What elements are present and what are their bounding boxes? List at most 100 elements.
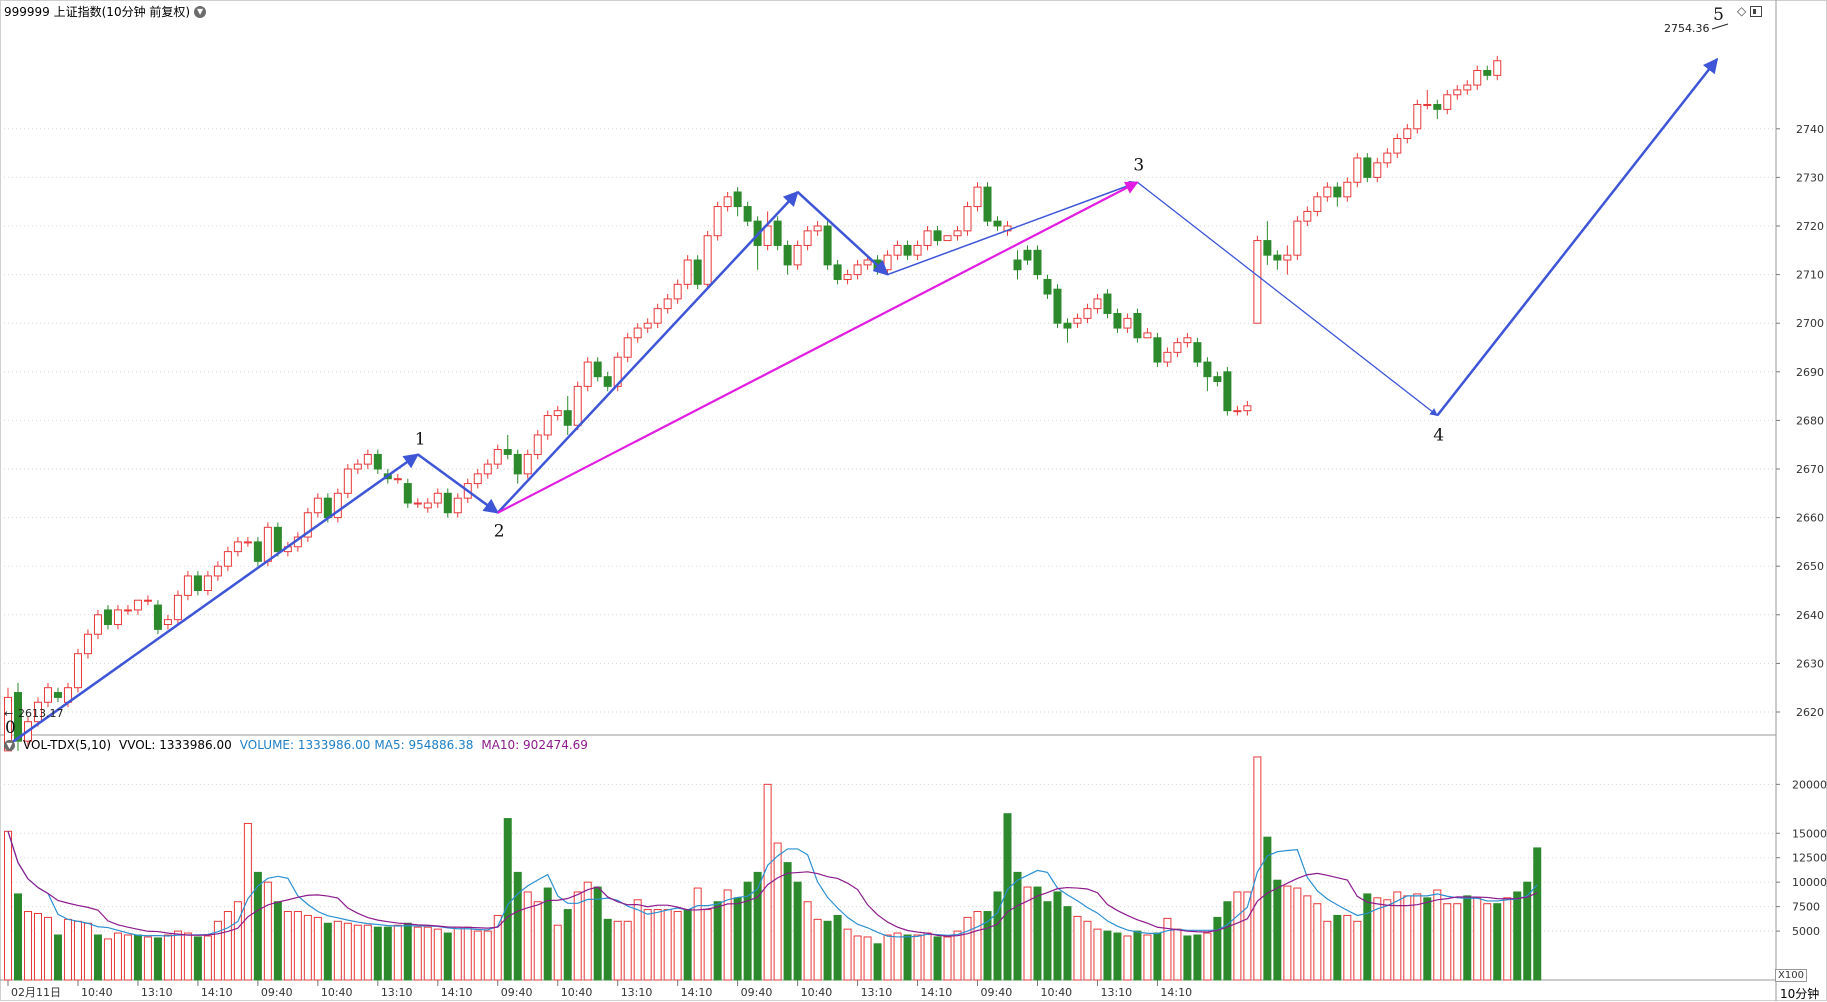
candle-down [1213,376,1222,383]
candle-up [483,463,492,475]
candle-up [33,701,42,723]
candle-up [1473,69,1482,86]
candle-up [123,609,132,612]
volume-bar-up [913,934,922,981]
volume-bar-down [733,897,742,981]
candle-up [433,492,442,504]
diamond-icon[interactable]: ◇ [1737,4,1747,18]
volume-bar-down [1523,881,1532,981]
volume-bar-up [43,916,52,981]
volume-bar-down [1533,847,1542,981]
volume-bar-down [273,901,282,981]
wave-line-b-3 [887,180,1139,276]
volume-bar-down [443,932,452,981]
volume-bar-up [853,935,862,981]
volume-bar-down [543,887,552,981]
volume-bar-up [1173,928,1182,981]
candle-down [773,220,782,246]
candle-up [1403,128,1412,140]
volume-bar-up [623,920,632,981]
panel-toggle-icon[interactable] [1750,6,1763,17]
chevron-down-icon[interactable]: ▼ [4,739,15,751]
candle-down [823,225,832,266]
ma5-line [7,831,1538,938]
candle-up [1413,104,1422,130]
candle-up [1453,89,1462,96]
candle-up [1443,94,1452,110]
candle-down [1333,186,1342,198]
volume-bar-down [193,936,202,981]
candle-up [263,526,272,562]
volume-bar-up [1373,897,1382,981]
chevron-down-icon[interactable]: ▼ [194,5,207,18]
volume-bar-up [1443,903,1452,981]
volume-bar-up [1253,756,1262,981]
candle-up [1233,410,1242,413]
wave-label: 3 [1133,155,1144,175]
vol-indicator-name[interactable]: VOL-TDX(5,10) [23,738,112,752]
candle-up [533,434,542,455]
volume-bar-down [1113,932,1122,981]
volume-bar-up [4,830,12,981]
volume-bar-up [723,889,732,981]
volume-bar-up [413,926,422,981]
chart-title-bar[interactable]: 999999 上证指数(10分钟 前复权) ▼ [4,3,207,20]
volume-tick-label: 12500 [1792,852,1827,865]
candle-down [693,259,702,285]
volume-bar-up [353,924,362,981]
volume-bar-up [423,926,432,981]
volume-bar-up [213,920,222,981]
candle-down [253,541,262,562]
wave-label: 5 [1713,5,1724,25]
volume-tick-label: 20000 [1792,778,1827,791]
candle-up [843,274,852,280]
candle-up [683,259,692,285]
volume-bar-up [1303,895,1312,981]
volume-bar-up [473,930,482,981]
candle-up [813,225,822,232]
volume-bar-down [53,934,62,981]
volume-bar-up [343,922,352,981]
candle-up [1243,405,1252,412]
volume-bar-up [1353,920,1362,981]
volume-bar-down [1033,886,1042,981]
candle-down [983,186,992,222]
candle-up [413,502,422,505]
period-label[interactable]: 10分钟 [1780,987,1820,1001]
volume-tick-label: 10000 [1792,876,1827,889]
candle-down [603,376,612,387]
candle-down [1483,69,1492,76]
volume-bar-down [1273,879,1282,981]
candle-up [213,565,222,577]
volume-tick-label: 15000 [1792,827,1827,840]
candle-down [563,410,572,426]
candle-down [1153,337,1162,363]
candle-down [933,230,942,242]
price-tick-label: 2620 [1796,706,1824,719]
candle-down [1193,342,1202,363]
candle-up [963,206,972,232]
candle-up [203,575,212,591]
volume-bar-up [663,909,672,981]
volume-bar-up [773,842,782,981]
volume-bar-up [23,911,32,981]
volume-bar-down [1223,901,1232,981]
candle-down [1263,240,1272,256]
candle-down [593,361,602,378]
volume-bar-down [1153,932,1162,981]
wave-line-3-4 [1137,181,1438,417]
price-tick-label: 2630 [1796,657,1824,670]
volume-bar-up [803,901,812,981]
vvol-value: VVOL: 1333986.00 [119,738,232,752]
volume-bar-down [403,922,412,981]
candle-up [923,230,932,246]
volume-bar-down [1193,934,1202,981]
candle-up [1323,186,1332,198]
volume-bar-up [103,938,112,981]
price-tick-label: 2710 [1796,269,1824,282]
candle-up [233,541,242,553]
volume-bar-down [563,909,572,981]
volume-bar-down [683,909,692,981]
